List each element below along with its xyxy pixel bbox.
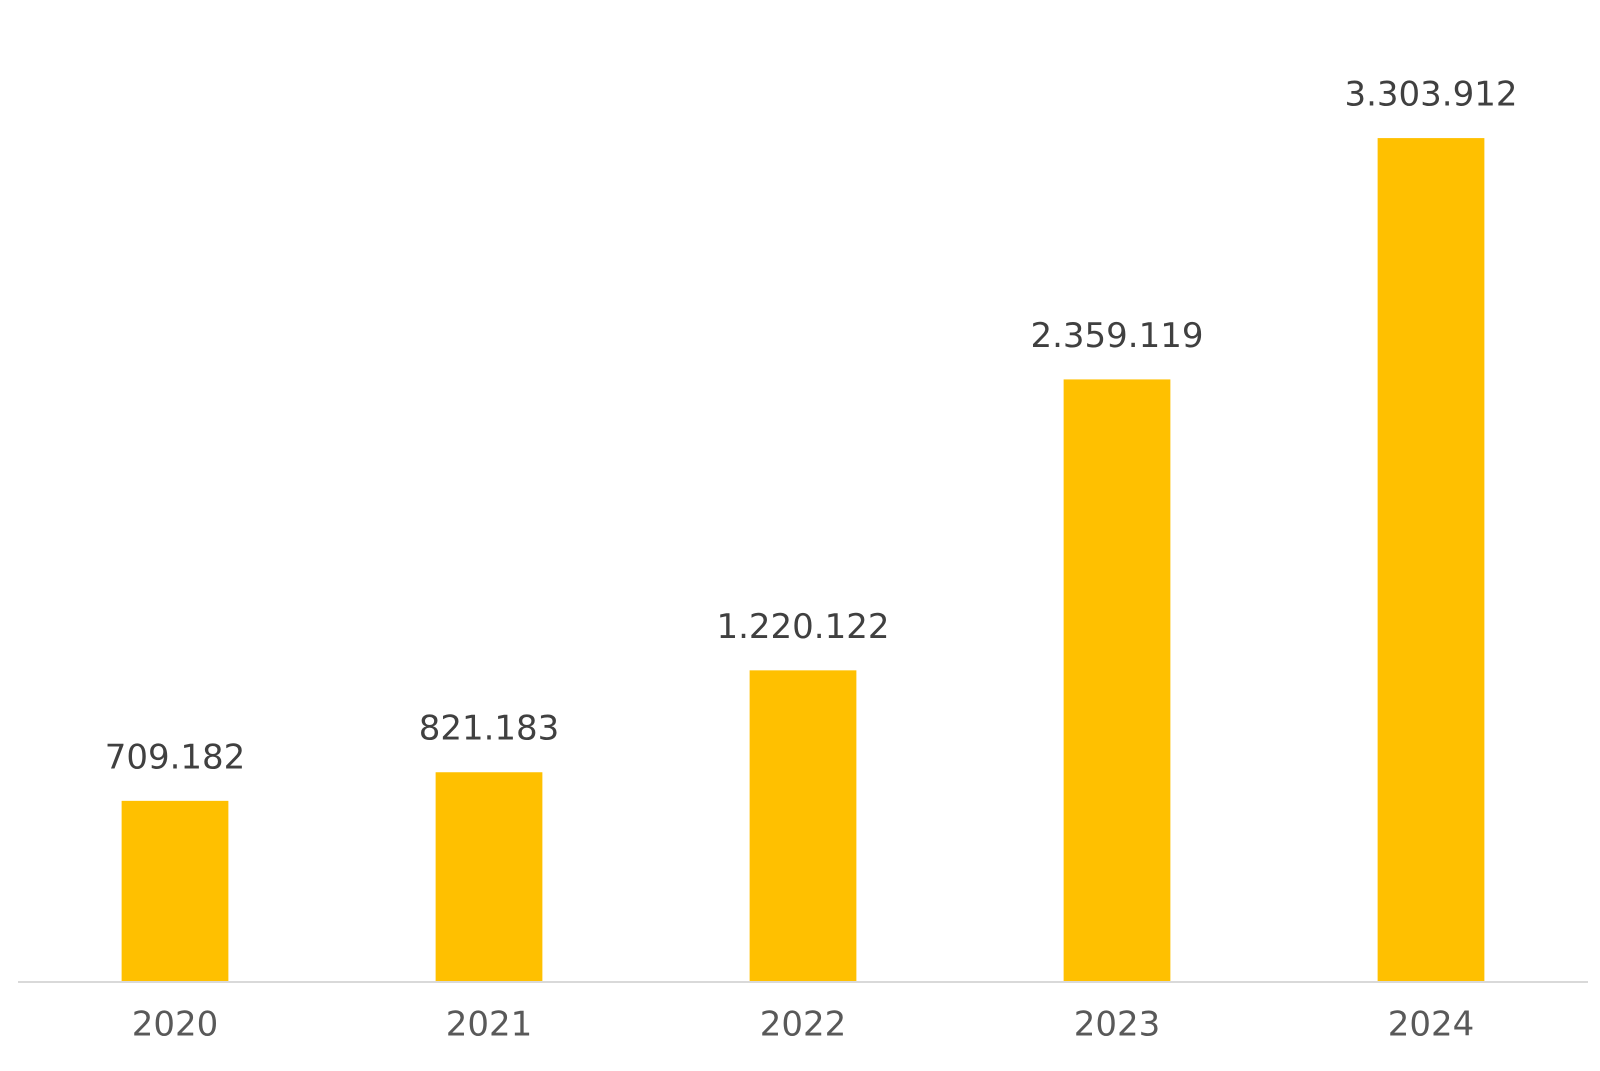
data-label: 3.303.912 (1344, 75, 1517, 115)
data-label: 821.183 (419, 709, 560, 749)
bar (1377, 138, 1485, 982)
bar (1063, 379, 1171, 983)
x-tick-label: 2021 (446, 1005, 533, 1045)
data-label: 2.359.119 (1030, 316, 1203, 356)
data-label: 709.182 (105, 737, 246, 777)
bar (435, 772, 543, 982)
x-tick-label: 2024 (1388, 1005, 1475, 1045)
bar (121, 800, 229, 982)
data-label: 1.220.122 (716, 607, 889, 647)
x-tick-label: 2023 (1074, 1005, 1161, 1045)
x-tick-label: 2020 (132, 1005, 219, 1045)
bar (749, 670, 857, 982)
x-tick-label: 2022 (760, 1005, 847, 1045)
